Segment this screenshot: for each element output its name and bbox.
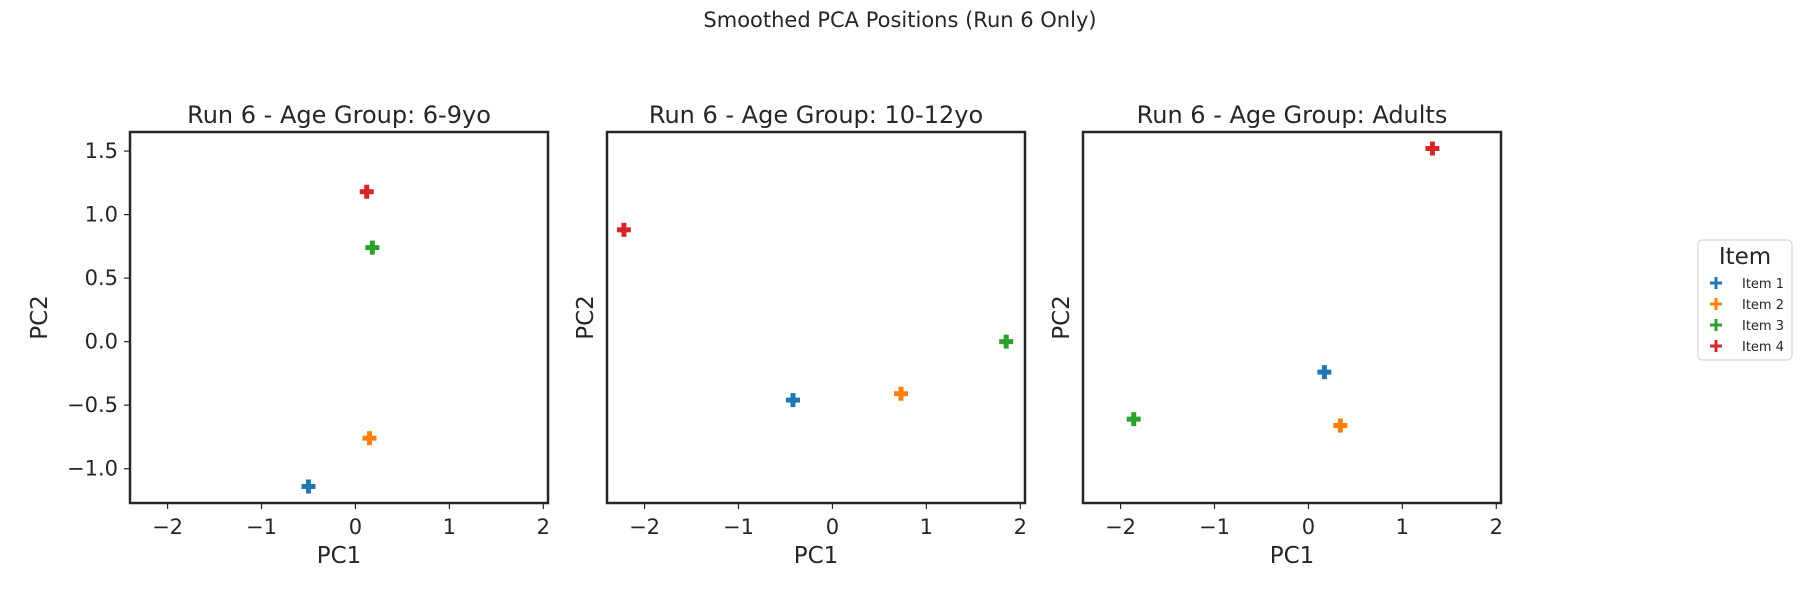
- subplot-2: Run 6 - Age Group: 10-12yo −2 −1 0 1 2 PC1 PC2: [573, 101, 1027, 569]
- x-tick-label: 2: [1490, 515, 1503, 539]
- legend: Item Item 1 Item 2 Item 3 Item 4: [1697, 239, 1793, 361]
- legend-box: [1697, 239, 1793, 361]
- y-tick-label: −1.0: [67, 457, 118, 481]
- subplot-title: Run 6 - Age Group: 10-12yo: [649, 101, 983, 129]
- legend-marker: [1710, 298, 1722, 310]
- legend-label: Item 2: [1742, 298, 1784, 313]
- legend-entry: Item 4: [1710, 340, 1784, 355]
- axes-frame: [128, 130, 550, 505]
- data-point-item-1: [785, 393, 800, 408]
- y-tick-label: 1.5: [85, 139, 118, 163]
- data-point-item-4: [616, 222, 631, 237]
- legend-entry: Item 3: [1710, 319, 1784, 334]
- x-tick-label: 2: [537, 515, 550, 539]
- subplot-title: Run 6 - Age Group: Adults: [1137, 101, 1448, 129]
- subplot-3: Run 6 - Age Group: Adults −2 −1 0 1 2 PC1 PC2: [1049, 101, 1503, 569]
- legend-label: Item 1: [1742, 277, 1784, 292]
- subplot-1: Run 6 - Age Group: 6-9yo −2 −1 0 1 2 −1.0 −0.5 0…: [27, 101, 550, 569]
- data-point-item-4: [1425, 141, 1440, 156]
- y-tick-label: −0.5: [67, 393, 118, 417]
- legend-title: Item: [1719, 244, 1771, 270]
- axes-frame: [605, 130, 1027, 505]
- x-tick-label: 1: [920, 515, 933, 539]
- y-tick-label: 1.0: [85, 203, 118, 227]
- subplot-title: Run 6 - Age Group: 6-9yo: [187, 101, 491, 129]
- x-axis-label: PC1: [794, 543, 839, 569]
- axes-frame: [1081, 130, 1503, 505]
- x-tick-label: −2: [152, 515, 183, 539]
- x-axis-label: PC1: [1270, 543, 1315, 569]
- x-tick-label: 0: [826, 515, 839, 539]
- data-point-item-2: [1333, 418, 1348, 433]
- data-point-item-2: [362, 431, 377, 446]
- x-tick-label: 1: [1396, 515, 1409, 539]
- x-tick-label: −2: [1105, 515, 1136, 539]
- y-tick-label: 0.5: [85, 266, 118, 290]
- legend-label: Item 4: [1742, 340, 1784, 355]
- data-point-item-3: [1126, 412, 1141, 427]
- legend-marker: [1710, 277, 1722, 289]
- y-tick-label: 0.0: [85, 330, 118, 354]
- y-axis-label: PC2: [1049, 295, 1075, 340]
- data-point-item-3: [999, 334, 1014, 349]
- data-point-item-1: [301, 479, 316, 494]
- data-point-item-3: [365, 240, 380, 255]
- legend-marker: [1710, 340, 1722, 352]
- subplots: Run 6 - Age Group: 6-9yo −2 −1 0 1 2 −1.0 −0.5 0…: [27, 101, 1503, 569]
- legend-entry: Item 2: [1710, 298, 1784, 313]
- legend-entry: Item 1: [1710, 277, 1784, 292]
- y-axis-label: PC2: [573, 295, 599, 340]
- x-tick-label: 2: [1014, 515, 1027, 539]
- x-tick-label: 0: [1302, 515, 1315, 539]
- data-point-item-1: [1317, 365, 1332, 380]
- data-point-item-2: [894, 386, 909, 401]
- x-tick-label: −1: [246, 515, 277, 539]
- x-tick-label: −2: [629, 515, 660, 539]
- x-tick-label: −1: [723, 515, 754, 539]
- y-axis-label: PC2: [27, 295, 53, 340]
- x-tick-label: −1: [1199, 515, 1230, 539]
- x-axis-label: PC1: [317, 543, 362, 569]
- x-tick-label: 0: [349, 515, 362, 539]
- x-tick-label: 1: [443, 515, 456, 539]
- data-point-item-4: [359, 184, 374, 199]
- legend-marker: [1710, 319, 1722, 331]
- figure-suptitle: Smoothed PCA Positions (Run 6 Only): [703, 8, 1096, 32]
- legend-label: Item 3: [1742, 319, 1784, 334]
